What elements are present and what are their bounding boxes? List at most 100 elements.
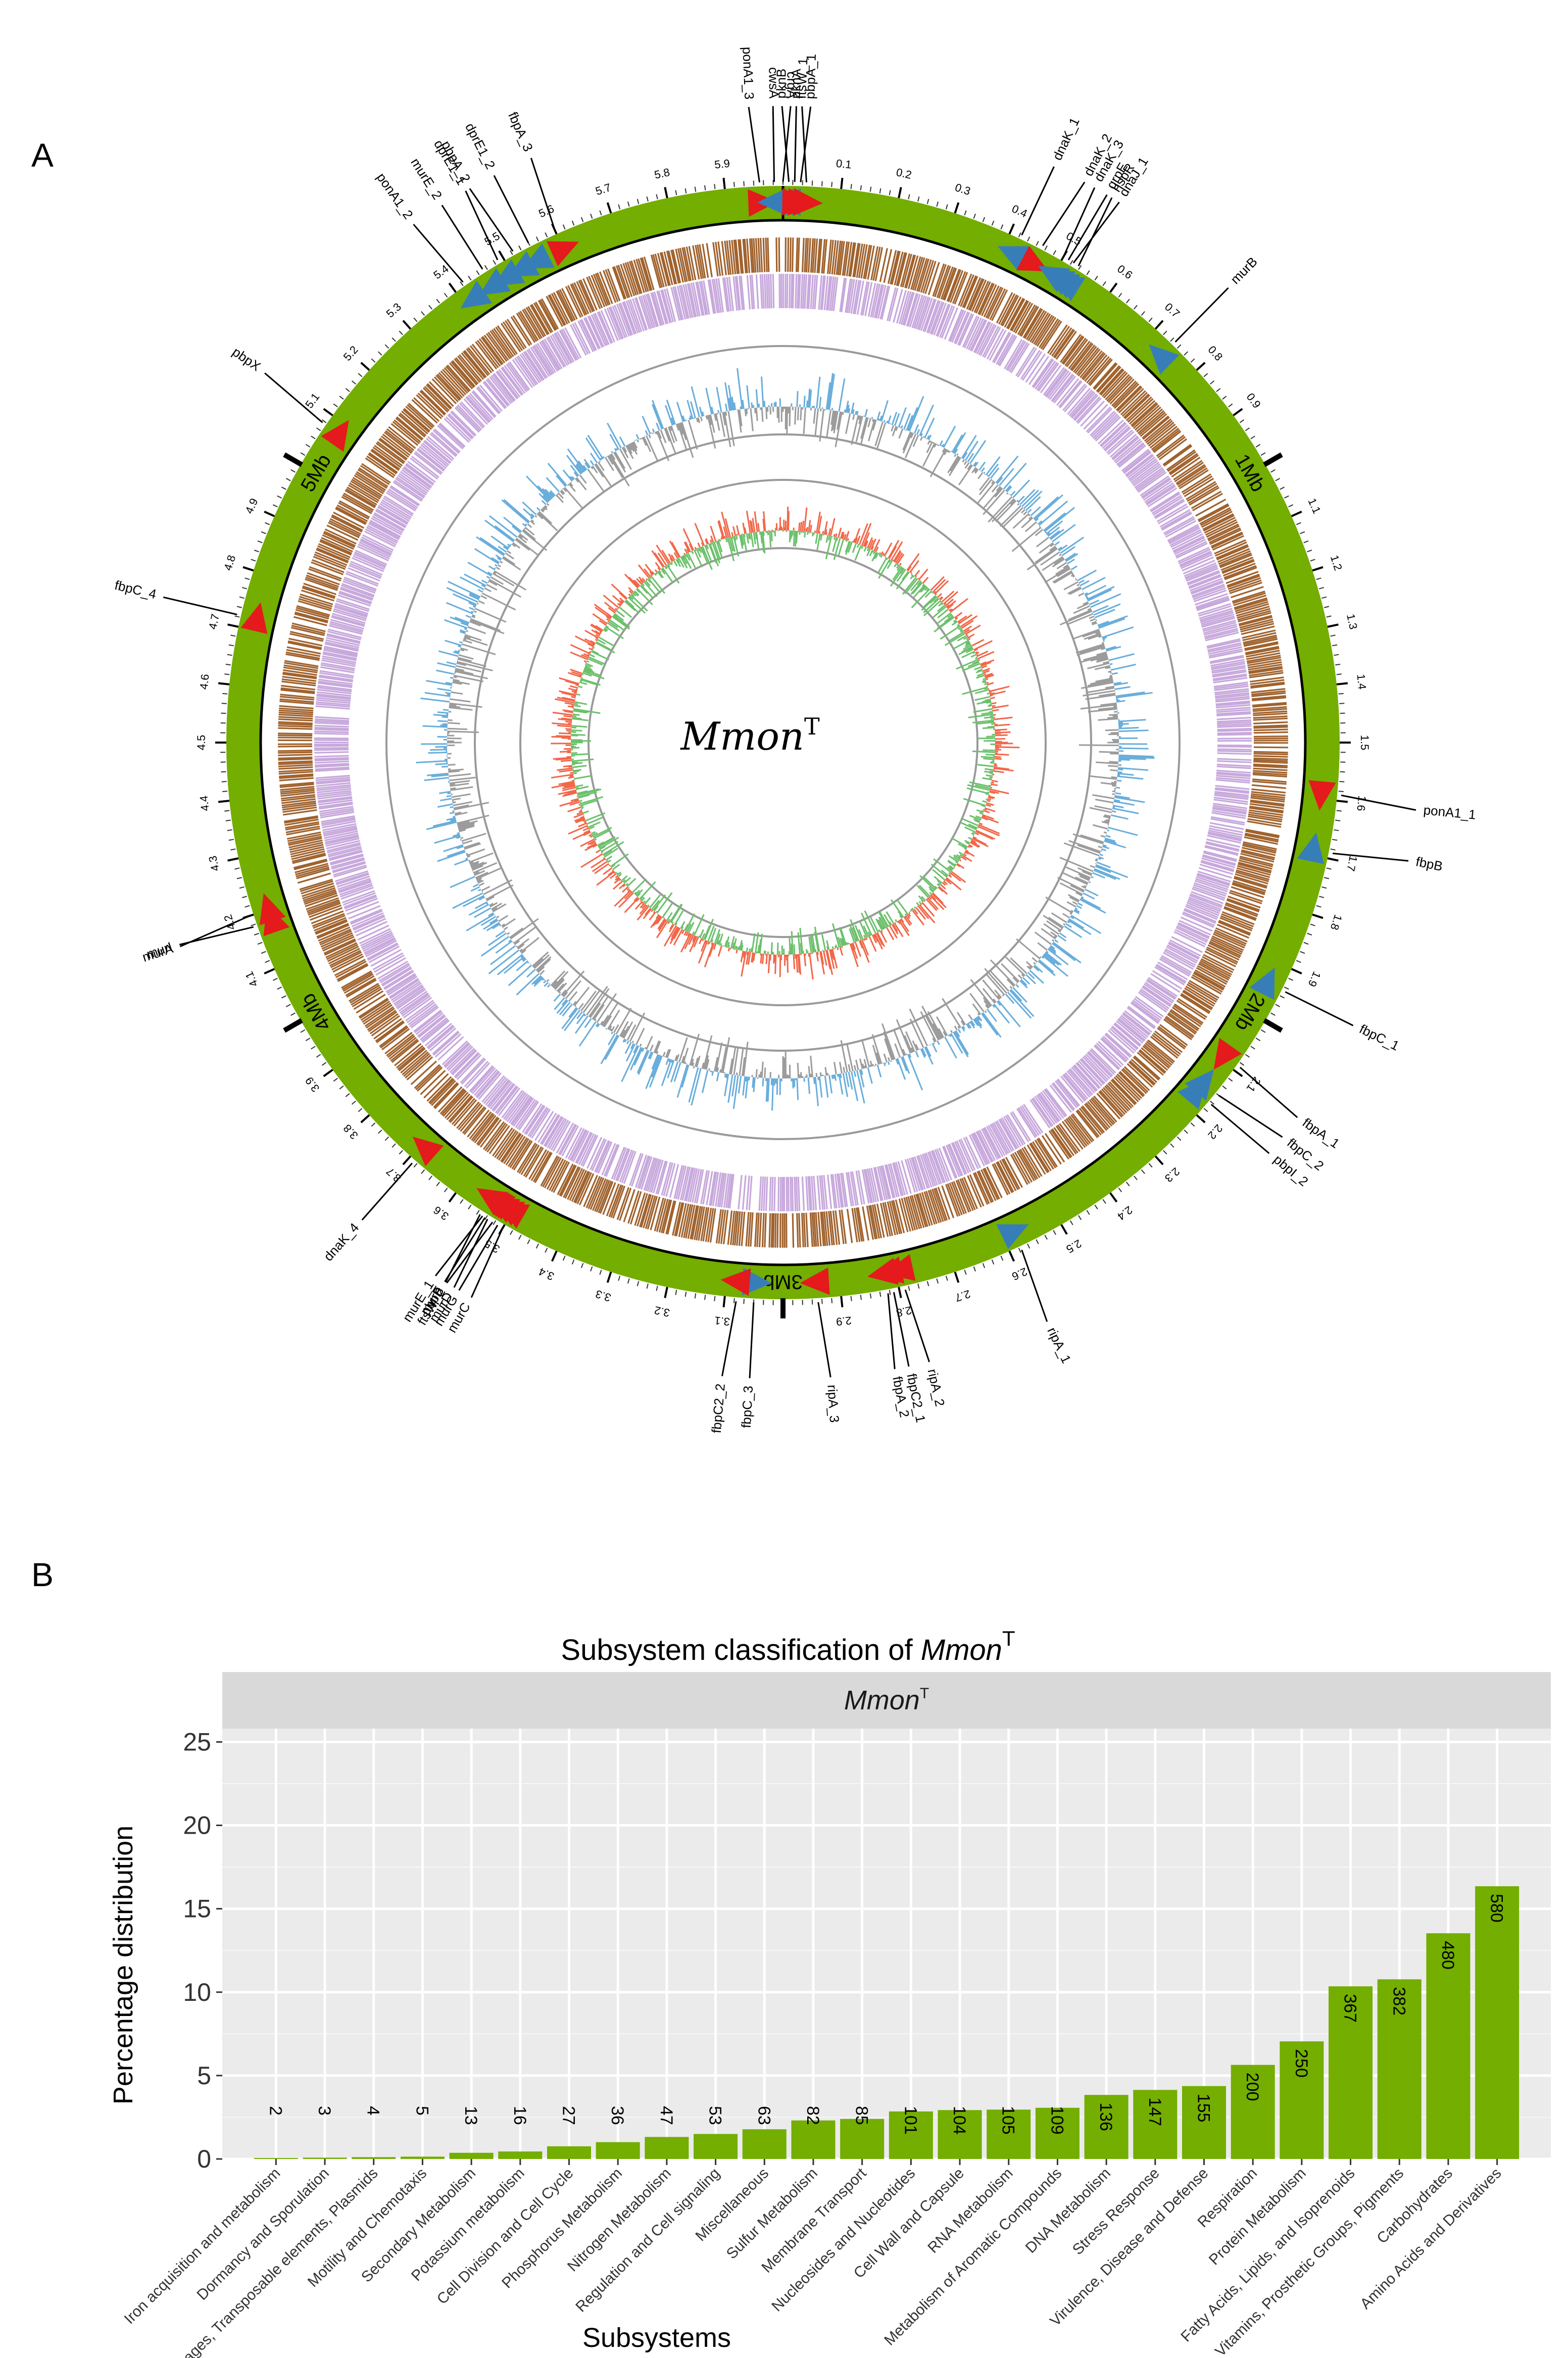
tick-label-3.8: 3.8 (341, 1122, 361, 1142)
subsystem-bar-chart: B Subsystem classification of MmonT Mmon… (31, 1556, 1551, 2358)
gene-label-ripA_3: ripA_3 (824, 1384, 842, 1423)
gene-leader-murE_2 (441, 205, 483, 270)
tick-label-4.6: 4.6 (198, 673, 212, 690)
tick-mark-1.8 (1312, 913, 1324, 919)
bar-count-label-7: 36 (608, 2106, 627, 2125)
gene-marker-ftsW_1 (793, 188, 823, 216)
tick-mark-3.2 (664, 1287, 668, 1298)
tick-mark-4.3 (227, 857, 239, 862)
gene-label-cwsA: cwsA (766, 67, 781, 99)
bar-23 (1377, 1979, 1422, 2159)
gene-leader-fbpA_3 (530, 158, 556, 231)
gene-label-crgA: crgA (784, 72, 799, 99)
gene-leader-ponA1_3 (748, 107, 761, 183)
tick-label-3.1: 3.1 (714, 1314, 730, 1328)
gene-label-fbpB: fbpB (1414, 854, 1444, 874)
center-label-main: Mmon (679, 714, 804, 759)
bar-count-label-6: 27 (559, 2106, 578, 2125)
gene-leader-pbpB (445, 1214, 481, 1283)
gene-label-fbpC_3: fbpC_3 (739, 1385, 756, 1428)
bar-count-label-2: 4 (364, 2106, 383, 2116)
tick-label-3.4: 3.4 (537, 1265, 556, 1283)
chart-title-superscript: T (1002, 1627, 1015, 1650)
tick-mark-1.6 (1336, 800, 1348, 803)
gene-leader-dnaK_4 (361, 1162, 413, 1221)
gene-label-fbpC_1: fbpC_1 (1357, 1021, 1401, 1054)
x-tick-label-22: Fatty Acids, Lipids, and Isoprenoids (1178, 2165, 1358, 2345)
chart-title-main: Subsystem classification of (561, 1634, 920, 1666)
gene-leader-fbpA_1 (1239, 1066, 1298, 1118)
gc-skew-negative (570, 530, 996, 955)
x-tick-label-17: DNA Metabolism (1022, 2165, 1114, 2256)
gene-label-ponA1_3: ponA1_3 (740, 46, 757, 100)
center-organism-label: MmonT (679, 713, 820, 759)
x-tick-label-11: Sulfur Metabolism (723, 2165, 821, 2263)
gene-marker-ripA_1 (996, 1224, 1029, 1249)
facet-strip-label: MmonT (844, 1685, 929, 1715)
gene-leader-ripA_2 (904, 1289, 930, 1362)
gene-leader-dnaK_3 (1062, 187, 1096, 258)
gene-marker-murE_2 (478, 268, 511, 296)
tick-mark-5.8 (664, 187, 668, 199)
major-tick-mark-1Mb (1263, 452, 1283, 467)
tick-mark-0.8 (1196, 362, 1206, 371)
gene-label-ponA1_2: ponA1_2 (374, 170, 416, 222)
bar-count-label-10: 63 (754, 2106, 773, 2125)
gene-leader-fbpC_4 (163, 596, 237, 615)
tick-label-4.7: 4.7 (206, 613, 222, 630)
x-axis-title: Subsystems (582, 2323, 731, 2353)
bar-20 (1231, 2065, 1275, 2159)
gene-label-pbpX: pbpX (230, 344, 264, 374)
tick-label-0.2: 0.2 (895, 166, 913, 181)
bar-count-label-5: 16 (510, 2106, 529, 2125)
bar-17 (1084, 2095, 1129, 2159)
tick-label-3.2: 3.2 (653, 1304, 671, 1319)
tick-mark-5.3 (402, 320, 412, 330)
gene-marker-murA (259, 893, 286, 925)
tick-label-1.9: 1.9 (1305, 969, 1323, 989)
tick-mark-5.9 (722, 177, 726, 189)
bar-count-label-21: 250 (1292, 2049, 1311, 2078)
tick-mark-2.2 (1196, 1114, 1206, 1123)
bar-count-label-20: 200 (1243, 2073, 1262, 2101)
tick-label-3.7: 3.7 (384, 1165, 404, 1185)
gene-leader-fbpC_3 (749, 1302, 755, 1379)
gene-label-murE_2: murE_2 (408, 155, 445, 202)
gene-leader-fbpA_2 (887, 1293, 896, 1369)
bar-18 (1133, 2090, 1178, 2159)
chart-title: Subsystem classification of MmonT (561, 1627, 1015, 1666)
bar-5 (498, 2151, 543, 2159)
gene-leader-dprE1_1 (465, 190, 499, 261)
bar-15 (987, 2109, 1031, 2159)
gc-skew-positive (551, 506, 1020, 979)
gene-leader-crgA (782, 106, 792, 182)
bar-count-label-25: 580 (1487, 1894, 1506, 1923)
gene-marker-pbpA_2 (507, 251, 540, 277)
x-tick-label-15: RNA Metabolism (924, 2165, 1016, 2256)
gene-marker-ponA1_2 (460, 280, 493, 309)
gene-leader-ftsW_2 (446, 1221, 494, 1284)
gene-leader-pbpA_1 (800, 106, 812, 182)
tick-mark-0.3 (954, 202, 960, 214)
tick-mark-0.4 (1008, 223, 1015, 235)
tick-mark-5.1 (323, 408, 333, 416)
gene-leader-pknB (781, 106, 790, 182)
reference-circle-2 (474, 433, 1092, 1052)
gene-leader-murB (1174, 287, 1229, 342)
gene-label-pknB: pknB (773, 69, 789, 99)
y-tick-label-20: 20 (183, 1811, 211, 1840)
gene-label-ripA_2: ripA_2 (924, 1367, 948, 1408)
bar-count-label-3: 5 (412, 2106, 431, 2116)
bar-13 (889, 2111, 933, 2159)
gene-leader-dnaK_1 (1021, 166, 1055, 236)
bar-count-label-11: 82 (803, 2106, 822, 2125)
gene-label-fbpA_3: fbpA_3 (505, 110, 536, 154)
major-tick-mark-5Mb (283, 452, 303, 467)
bar-count-label-19: 155 (1194, 2094, 1213, 2123)
tick-mark-1.2 (1312, 566, 1324, 572)
gene-marker-murB (1149, 344, 1180, 375)
tick-label-4.3: 4.3 (206, 855, 222, 872)
gene-marker-fbpA_2 (867, 1257, 899, 1285)
tick-label-0.8: 0.8 (1205, 343, 1225, 363)
y-tick-label-15: 15 (183, 1895, 211, 1923)
